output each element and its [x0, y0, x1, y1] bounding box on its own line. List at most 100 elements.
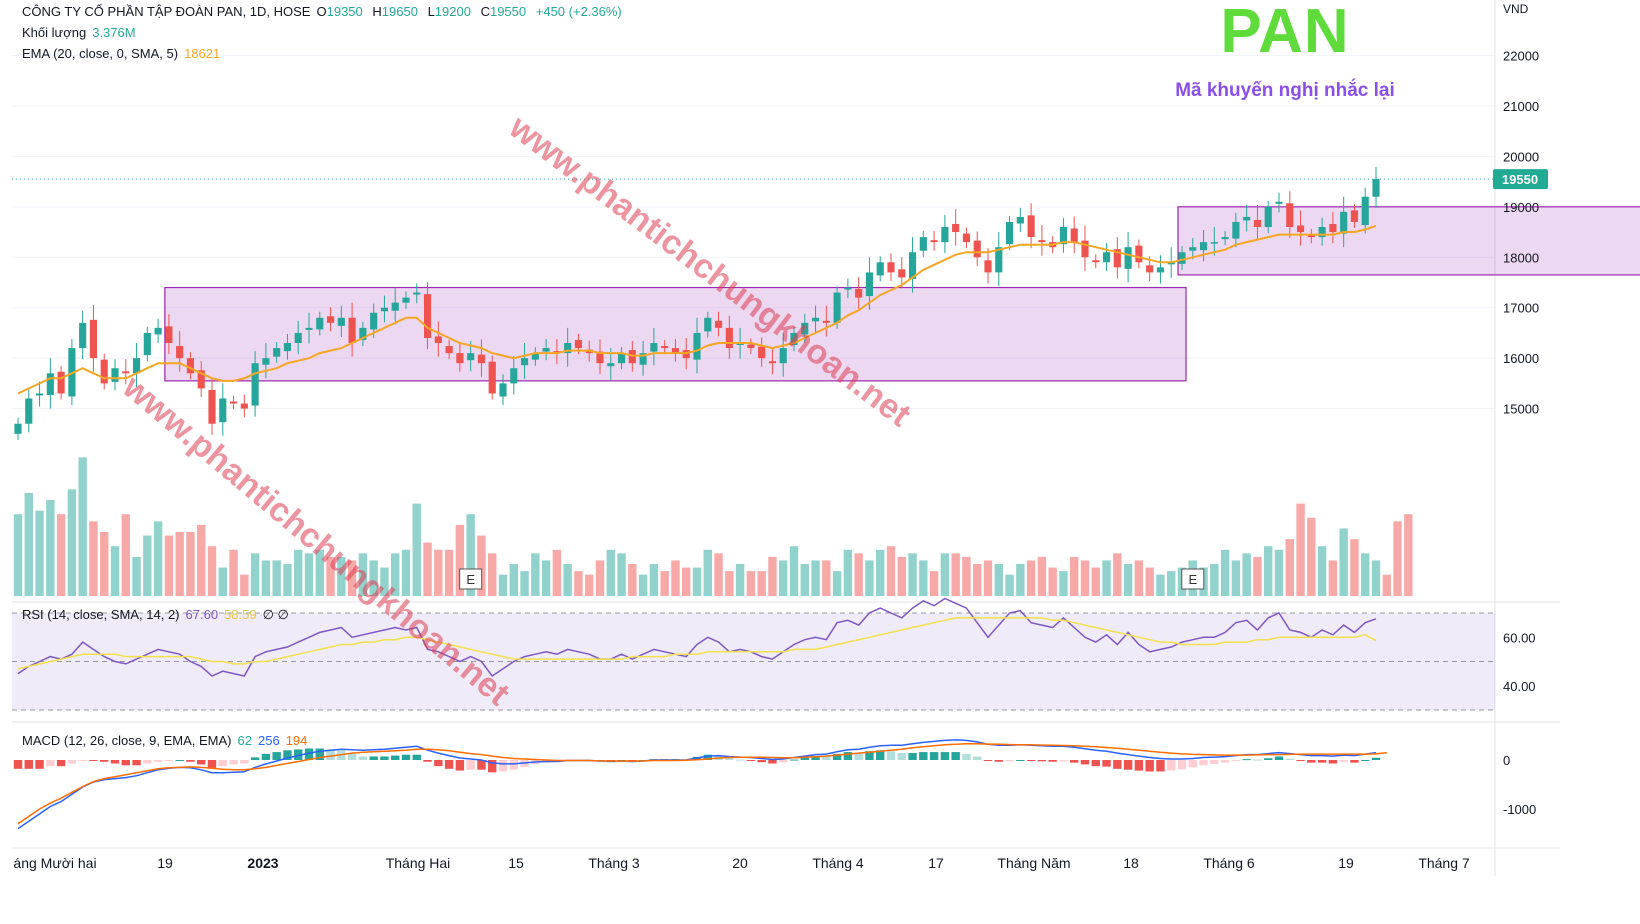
candle-body — [1253, 219, 1262, 227]
macd-histogram-bar — [746, 760, 756, 761]
macd-histogram-bar — [1102, 760, 1111, 767]
candle-body — [671, 348, 680, 354]
candlesticks — [14, 166, 1380, 440]
rsi-empty-values: ∅ ∅ — [262, 607, 289, 622]
time-tick-label: Tháng 3 — [588, 855, 640, 871]
volume-bar — [455, 524, 465, 596]
volume-bar — [725, 571, 734, 596]
macd-histogram-bar — [315, 748, 324, 760]
volume-bar — [757, 571, 766, 596]
volume-bar — [272, 560, 281, 596]
macd-histogram-bar — [897, 752, 906, 760]
rsi-pane: 40.00 60.00 — [12, 597, 1536, 711]
volume-bar — [1026, 560, 1036, 596]
volume-bar — [649, 564, 659, 596]
chart-header-ohlc: CÔNG TY CỔ PHẦN TẬP ĐOÀN PAN, 1D, HOSE O1… — [22, 4, 628, 19]
candle-body — [801, 322, 809, 335]
candle-body — [348, 317, 356, 344]
volume-bar — [1220, 549, 1230, 596]
volume-bar — [67, 489, 77, 596]
volume-bar — [768, 556, 777, 596]
volume-bar — [843, 549, 853, 596]
macd-histogram-bar — [1156, 760, 1165, 772]
volume-bar — [304, 553, 314, 596]
macd-histogram-bar — [46, 760, 55, 767]
macd-histogram-bar — [89, 760, 98, 761]
macd-histogram-bar — [100, 760, 109, 762]
candle-body — [1221, 237, 1229, 240]
rsi-value: 67.60 — [185, 607, 219, 622]
volume-bar — [1382, 574, 1391, 596]
macd-histogram-bar — [175, 760, 184, 761]
macd-histogram-bar — [67, 760, 77, 764]
macd-histogram-bar — [380, 756, 389, 760]
candle-body — [391, 302, 399, 311]
macd-histogram-bar — [412, 754, 421, 760]
volume-label: Khối lượng — [22, 25, 87, 40]
candle-body — [370, 312, 378, 330]
candle-body — [1296, 225, 1305, 233]
volume-bar — [908, 553, 917, 596]
time-tick-label: áng Mười hai — [13, 855, 96, 871]
candle-body — [477, 354, 486, 364]
macd-histogram-bar — [1220, 760, 1230, 763]
volume-bar — [294, 549, 303, 596]
volume-bar — [865, 560, 874, 596]
change-value: +450 (+2.36%) — [535, 4, 622, 19]
volume-bar — [714, 553, 723, 596]
close-label: C19550 — [480, 4, 527, 19]
volume-bar — [509, 564, 518, 596]
macd-histogram-bar — [261, 753, 271, 760]
candle-body — [995, 247, 1003, 273]
time-tick-label: Tháng Năm — [997, 855, 1070, 871]
time-tick-label: 15 — [508, 855, 524, 871]
price-tick-label: 19000 — [1503, 200, 1539, 215]
candle-body — [844, 287, 852, 290]
brand-subtitle: Mã khuyến nghị nhắc lại — [1175, 80, 1395, 101]
candle-body — [359, 327, 367, 340]
candle-body — [35, 393, 44, 396]
candle-body — [1167, 262, 1175, 265]
candle-body — [725, 327, 733, 349]
rsi-sma-value: 58.59 — [224, 607, 257, 622]
volume-bar — [24, 492, 33, 596]
volume-bar — [1253, 556, 1262, 596]
volume-bar — [1016, 564, 1025, 596]
macd-histogram-bar — [326, 749, 335, 760]
volume-bar — [789, 546, 799, 596]
volume-bar — [638, 574, 648, 596]
candle-body — [305, 327, 313, 330]
volume-bar — [488, 553, 497, 596]
macd-histogram-bar — [1188, 760, 1197, 768]
candle-body — [520, 358, 529, 366]
macd-histogram-bar — [1177, 760, 1187, 770]
macd-histogram-bar — [434, 760, 443, 767]
macd-histogram-bar — [886, 751, 896, 760]
rsi-tick-label: 60.00 — [1503, 630, 1536, 645]
macd-histogram-bar — [768, 760, 777, 764]
macd-histogram-bar — [951, 752, 960, 760]
volume-bar — [1005, 574, 1014, 596]
candle-body — [251, 363, 259, 406]
time-tick-label: Tháng 6 — [1203, 855, 1255, 871]
candle-body — [337, 317, 345, 326]
candle-body — [714, 320, 723, 328]
brand-ticker: PAN — [1220, 0, 1350, 66]
volume-bar — [175, 532, 184, 596]
macd-histogram-bar — [1296, 760, 1305, 761]
volume-bar — [994, 564, 1003, 596]
volume-bar — [1091, 567, 1100, 596]
volume-bar — [466, 514, 475, 596]
macd-histogram-bar — [13, 760, 23, 769]
macd-histogram-bar — [294, 749, 303, 760]
candle-body — [1124, 247, 1132, 269]
candle-body — [456, 353, 464, 364]
volume-bar — [143, 535, 152, 596]
volume-bar — [1242, 553, 1251, 596]
macd-histogram-bar — [962, 753, 971, 760]
candle-body — [488, 361, 496, 394]
volume-bar — [552, 549, 562, 596]
candle-body — [1372, 179, 1380, 197]
volume-bar — [380, 567, 389, 596]
macd-histogram-bar — [757, 760, 766, 763]
